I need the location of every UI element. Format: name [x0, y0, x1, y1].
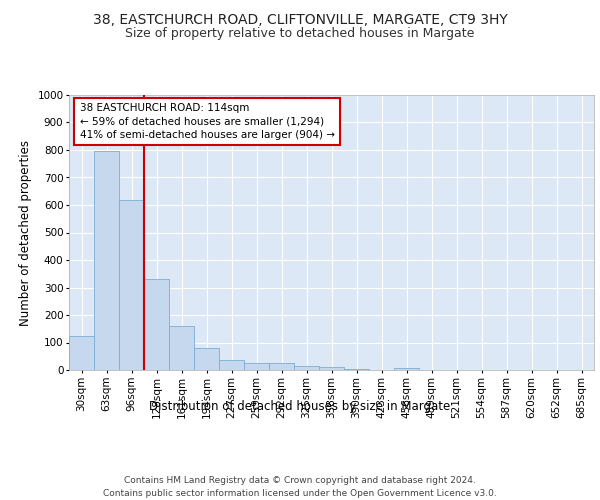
Text: Distribution of detached houses by size in Margate: Distribution of detached houses by size …	[149, 400, 451, 413]
Bar	[244, 363, 269, 370]
Bar	[194, 348, 219, 370]
Bar	[94, 152, 119, 370]
Bar	[269, 363, 294, 370]
Bar	[219, 360, 244, 370]
Bar	[69, 336, 94, 370]
Bar	[169, 326, 194, 370]
Bar	[294, 366, 319, 370]
Text: 38, EASTCHURCH ROAD, CLIFTONVILLE, MARGATE, CT9 3HY: 38, EASTCHURCH ROAD, CLIFTONVILLE, MARGA…	[92, 12, 508, 26]
Bar	[394, 368, 419, 370]
Bar	[319, 367, 344, 370]
Bar	[344, 368, 369, 370]
Text: Contains HM Land Registry data © Crown copyright and database right 2024.
Contai: Contains HM Land Registry data © Crown c…	[103, 476, 497, 498]
Text: 38 EASTCHURCH ROAD: 114sqm
← 59% of detached houses are smaller (1,294)
41% of s: 38 EASTCHURCH ROAD: 114sqm ← 59% of deta…	[79, 104, 335, 140]
Text: Size of property relative to detached houses in Margate: Size of property relative to detached ho…	[125, 28, 475, 40]
Y-axis label: Number of detached properties: Number of detached properties	[19, 140, 32, 326]
Bar	[119, 200, 144, 370]
Bar	[144, 279, 169, 370]
